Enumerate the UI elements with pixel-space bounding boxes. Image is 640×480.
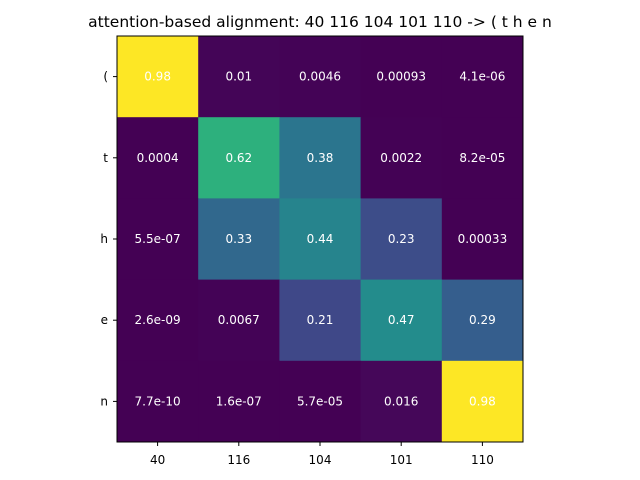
cell-value-label-r4-c4: 0.98 [469,394,496,408]
heatmap-cell-r1-c3 [360,117,443,199]
y-tick-label-4: n [100,394,108,408]
heatmap-cell-r0-c1 [198,36,280,118]
cell-value-label-r3-c1: 0.0067 [218,313,260,327]
heatmap-cell-r1-c4 [441,117,524,199]
heatmap-cell-labels: 0.98 0.01 0.0046 0.00093 4.1e-06 0.0004 0.62 0.… [135,70,508,409]
cell-value-label-r4-c0: 7.7e-10 [135,394,181,408]
heatmap-cell-r0-c3 [360,36,443,118]
x-tick-label-3: 101 [390,453,413,467]
heatmap-cell-r2-c3 [360,198,443,281]
cell-value-label-r4-c1: 1.6e-07 [216,394,262,408]
y-tick-label-1: t [103,151,108,165]
cell-value-label-r3-c4: 0.29 [469,313,496,327]
cell-value-label-r2-c0: 5.5e-07 [135,232,181,246]
heatmap-cell-r3-c3 [360,279,443,362]
cell-value-label-r0-c4: 4.1e-06 [459,70,505,84]
x-tick-label-4: 110 [471,453,494,467]
heatmap-cell-r1-c2 [279,117,362,199]
x-axis-ticks: 40 116 104 101 110 [150,442,494,467]
cell-value-label-r2-c3: 0.23 [388,232,415,246]
y-tick-label-3: e [101,313,108,327]
cell-value-label-r4-c3: 0.016 [384,394,418,408]
y-tick-label-2: h [100,232,108,246]
cell-value-label-r3-c3: 0.47 [388,313,415,327]
cell-value-label-r0-c2: 0.0046 [299,70,341,84]
heatmap-cell-r4-c3 [360,360,443,443]
cell-value-label-r0-c1: 0.01 [225,70,252,84]
heatmap-cell-r4-c0 [117,360,199,443]
cell-value-label-r1-c3: 0.0022 [380,151,422,165]
cell-value-label-r2-c4: 0.00033 [458,232,508,246]
heatmap-cell-r1-c1 [198,117,280,199]
heatmap-cell-r2-c2 [279,198,362,281]
heatmap-cell-r0-c2 [279,36,362,118]
heatmap-cell-r2-c1 [198,198,280,281]
cell-value-label-r2-c1: 0.33 [225,232,252,246]
y-tick-label-0: ( [103,70,108,84]
heatmap-cell-r1-c0 [117,117,199,199]
y-axis-ticks: ( t h e n [100,70,117,408]
heatmap-cells [117,36,524,443]
cell-value-label-r1-c2: 0.38 [307,151,334,165]
x-tick-label-0: 40 [150,453,165,467]
cell-value-label-r3-c2: 0.21 [307,313,334,327]
heatmap-cell-r3-c2 [279,279,362,362]
heatmap-cell-r2-c4 [441,198,524,281]
heatmap-cell-r4-c1 [198,360,280,443]
cell-value-label-r1-c4: 8.2e-05 [459,151,505,165]
cell-value-label-r3-c0: 2.6e-09 [135,313,181,327]
cell-value-label-r2-c2: 0.44 [307,232,334,246]
heatmap-cell-r4-c4 [441,360,524,443]
cell-value-label-r0-c0: 0.98 [144,70,171,84]
chart-title: attention-based alignment: 40 116 104 10… [88,13,552,31]
cell-value-label-r0-c3: 0.00093 [376,70,426,84]
heatmap-cell-r0-c0 [117,36,199,118]
x-tick-label-2: 104 [309,453,332,467]
x-tick-label-1: 116 [227,453,250,467]
heatmap-cell-r2-c0 [117,198,199,281]
heatmap-cell-r3-c1 [198,279,280,362]
heatmap-cell-r3-c0 [117,279,199,362]
cell-value-label-r1-c0: 0.0004 [137,151,179,165]
heatmap-cell-r3-c4 [441,279,524,362]
cell-value-label-r4-c2: 5.7e-05 [297,394,343,408]
cell-value-label-r1-c1: 0.62 [225,151,252,165]
heatmap-cell-r0-c4 [441,36,524,118]
heatmap-cell-r4-c2 [279,360,362,443]
